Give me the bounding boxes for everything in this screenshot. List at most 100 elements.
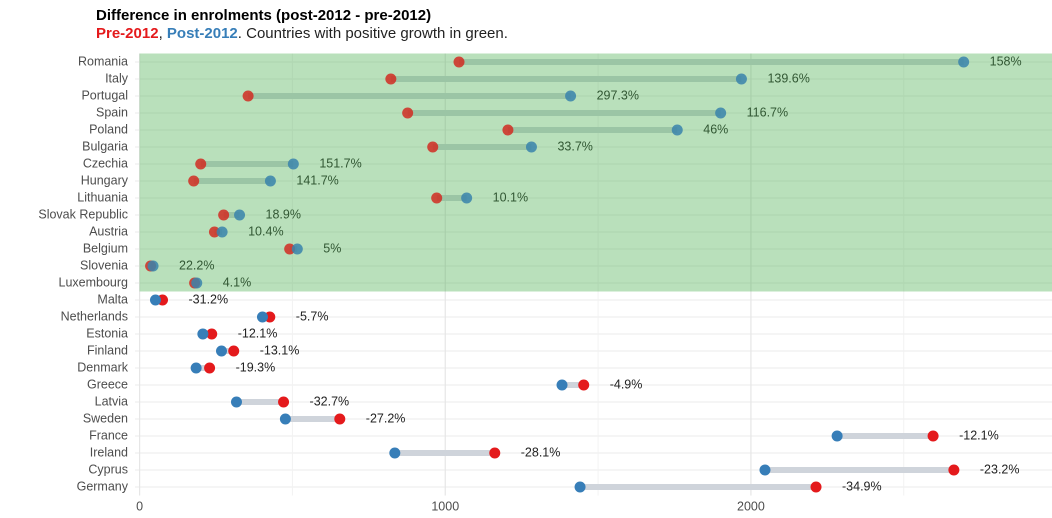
point bbox=[188, 175, 200, 187]
y-tick-label: France bbox=[89, 428, 128, 442]
y-tick-label: Slovenia bbox=[80, 258, 128, 272]
point bbox=[574, 481, 586, 493]
point bbox=[204, 362, 216, 374]
growth-label: 33.7% bbox=[557, 139, 592, 153]
growth-label: -19.3% bbox=[236, 360, 276, 374]
growth-label: -32.7% bbox=[310, 394, 350, 408]
point bbox=[279, 413, 291, 425]
growth-label: 151.7% bbox=[319, 156, 361, 170]
growth-label: 116.7% bbox=[747, 105, 788, 119]
point bbox=[427, 141, 439, 153]
point bbox=[218, 209, 230, 221]
point bbox=[208, 226, 220, 238]
y-tick-label: Italy bbox=[105, 71, 129, 85]
highlight-tint bbox=[139, 53, 1052, 292]
legend-post: Post-2012 bbox=[167, 25, 238, 42]
growth-label: -27.2% bbox=[366, 411, 406, 425]
y-tick-label: Greece bbox=[87, 377, 128, 391]
chart-subtitle: Pre-2012, Post-2012. Countries with posi… bbox=[96, 25, 508, 42]
y-tick-label: Czechia bbox=[83, 156, 128, 170]
growth-label: 158% bbox=[990, 54, 1022, 68]
point bbox=[197, 328, 209, 340]
point bbox=[958, 56, 970, 68]
y-tick-label: Poland bbox=[89, 122, 128, 136]
point bbox=[927, 430, 939, 442]
point bbox=[206, 328, 218, 340]
point bbox=[228, 345, 240, 357]
point bbox=[565, 90, 577, 102]
y-tick-label: Malta bbox=[97, 292, 128, 306]
y-tick-label: Luxembourg bbox=[59, 275, 129, 289]
y-tick-label: Spain bbox=[96, 105, 128, 119]
growth-label: 4.1% bbox=[223, 275, 252, 289]
point bbox=[578, 379, 590, 391]
x-tick-label: 2000 bbox=[737, 499, 765, 513]
y-tick-label: Belgium bbox=[83, 241, 128, 255]
y-tick-label: Denmark bbox=[77, 360, 128, 374]
point bbox=[291, 243, 303, 255]
point bbox=[216, 345, 228, 357]
point bbox=[242, 90, 254, 102]
point bbox=[489, 447, 501, 459]
growth-label: -13.1% bbox=[260, 343, 300, 357]
point bbox=[216, 226, 228, 238]
y-tick-label: Romania bbox=[78, 54, 128, 68]
point bbox=[334, 413, 346, 425]
point bbox=[735, 73, 747, 85]
growth-label: 22.2% bbox=[179, 258, 214, 272]
point bbox=[831, 430, 843, 442]
point bbox=[385, 73, 397, 85]
x-tick-label: 1000 bbox=[431, 499, 459, 513]
growth-label: 297.3% bbox=[597, 88, 639, 102]
point bbox=[461, 192, 473, 204]
point bbox=[278, 396, 290, 408]
growth-label: -23.2% bbox=[980, 462, 1020, 476]
y-tick-label: Latvia bbox=[95, 394, 128, 408]
growth-label: -5.7% bbox=[296, 309, 329, 323]
point bbox=[453, 56, 465, 68]
point bbox=[431, 192, 443, 204]
growth-label: 5% bbox=[323, 241, 341, 255]
y-tick-label: Finland bbox=[87, 343, 128, 357]
y-tick-label: Estonia bbox=[86, 326, 128, 340]
point bbox=[234, 209, 246, 221]
y-tick-label: Bulgaria bbox=[82, 139, 128, 153]
growth-label: -34.9% bbox=[842, 479, 882, 493]
growth-label: -31.2% bbox=[189, 292, 229, 306]
growth-label: -12.1% bbox=[959, 428, 999, 442]
point bbox=[147, 260, 159, 272]
growth-label: 10.1% bbox=[493, 190, 528, 204]
y-tick-label: Germany bbox=[77, 479, 129, 493]
x-tick-label: 0 bbox=[136, 499, 143, 513]
subtitle-text: , bbox=[159, 25, 167, 42]
chart-title: Difference in enrolments (post-2012 - pr… bbox=[96, 7, 431, 24]
point bbox=[402, 107, 414, 119]
growth-label: -12.1% bbox=[238, 326, 278, 340]
growth-label: 139.6% bbox=[767, 71, 809, 85]
growth-label: 18.9% bbox=[266, 207, 301, 221]
y-tick-label: Sweden bbox=[83, 411, 128, 425]
y-tick-label: Netherlands bbox=[61, 309, 128, 323]
point bbox=[810, 481, 822, 493]
point bbox=[948, 464, 960, 476]
growth-label: 46% bbox=[703, 122, 728, 136]
point bbox=[190, 362, 202, 374]
y-tick-label: Hungary bbox=[81, 173, 129, 187]
growth-label: -4.9% bbox=[610, 377, 643, 391]
y-tick-label: Slovak Republic bbox=[38, 207, 128, 221]
y-tick-label: Austria bbox=[89, 224, 128, 238]
y-tick-label: Cyprus bbox=[88, 462, 128, 476]
y-tick-label: Ireland bbox=[90, 445, 128, 459]
point bbox=[256, 311, 268, 323]
point bbox=[284, 243, 296, 255]
point bbox=[759, 464, 771, 476]
point bbox=[191, 277, 203, 289]
legend-pre: Pre-2012 bbox=[96, 25, 159, 42]
point bbox=[671, 124, 683, 136]
subtitle-text: . Countries with positive growth in gree… bbox=[238, 25, 508, 42]
point bbox=[149, 294, 161, 306]
growth-label: 141.7% bbox=[296, 173, 338, 187]
y-tick-label: Portugal bbox=[81, 88, 128, 102]
point bbox=[264, 175, 276, 187]
